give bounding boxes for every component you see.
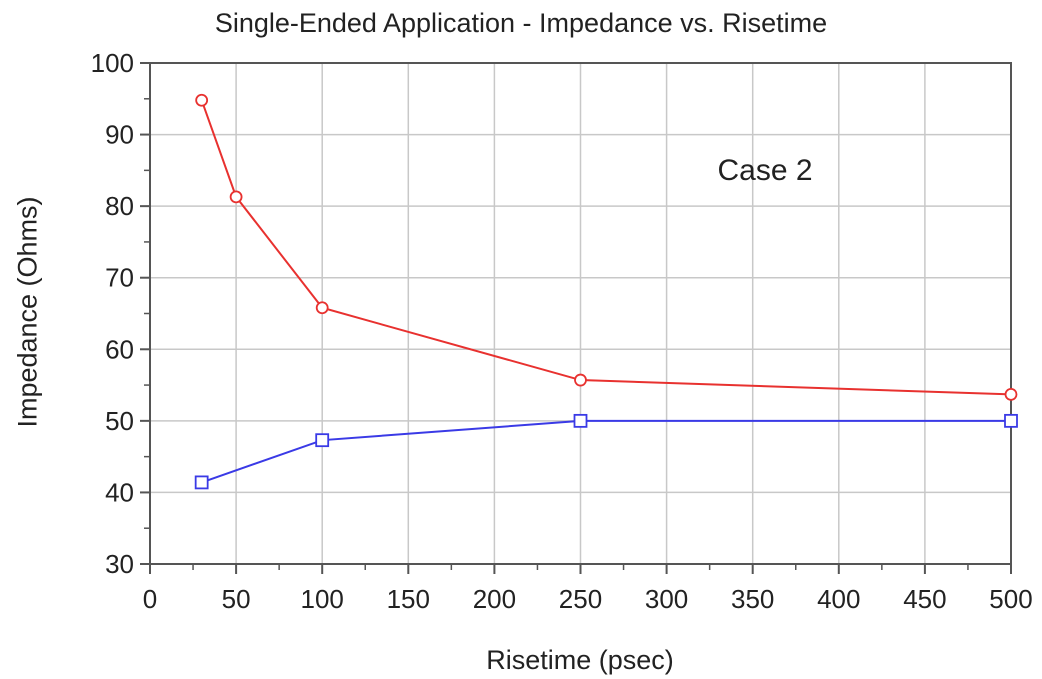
x-tick-label: 150 [387, 584, 430, 614]
chart-title: Single-Ended Application - Impedance vs.… [214, 8, 828, 38]
series-1-line [200, 99, 1012, 396]
y-tick-label: 100 [91, 48, 134, 78]
x-tick-label: 450 [903, 584, 946, 614]
series-1-point [1004, 387, 1018, 401]
annotation-case-label: Case 2 [717, 154, 812, 187]
x-tick-label: 50 [222, 584, 251, 614]
y-tick-label: 50 [105, 406, 134, 436]
series-2-point [194, 475, 209, 490]
x-tick-label: 0 [143, 584, 157, 614]
series-1-point [195, 93, 209, 107]
series-2-point [573, 413, 588, 428]
series-1-point [229, 190, 243, 204]
series-2-point [315, 433, 330, 448]
y-tick-label: 80 [105, 191, 134, 221]
x-axis-label: Risetime (psec) [486, 645, 674, 675]
y-tick-label: 30 [105, 549, 134, 579]
x-tick-label: 250 [559, 584, 602, 614]
x-tick-label: 100 [301, 584, 344, 614]
series-2-point [1004, 413, 1018, 428]
x-tick-label: 400 [817, 584, 860, 614]
series-1-point [315, 301, 329, 315]
series-2-line [201, 419, 1011, 484]
y-tick-label: 70 [105, 263, 134, 293]
x-tick-label: 350 [731, 584, 774, 614]
x-tick-label: 500 [989, 584, 1032, 614]
y-tick-label: 40 [105, 477, 134, 507]
y-tick-label: 60 [105, 334, 134, 364]
x-tick-label: 200 [473, 584, 516, 614]
series-1-point [574, 373, 587, 387]
y-tick-label: 90 [105, 120, 134, 150]
x-tick-label: 300 [645, 584, 688, 614]
